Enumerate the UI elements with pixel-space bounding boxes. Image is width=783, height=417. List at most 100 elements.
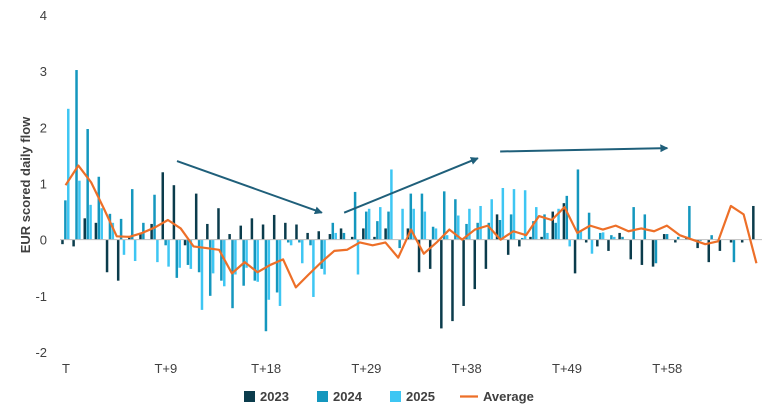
bar-2025	[445, 235, 449, 240]
y-tick-label: 3	[40, 64, 47, 79]
bar-2024	[387, 211, 390, 240]
bar-2023	[674, 239, 677, 243]
x-tick-label: T	[62, 361, 70, 376]
bar-2024	[643, 214, 647, 240]
bar-2023	[317, 231, 321, 240]
bar-2023	[495, 214, 499, 240]
bar-2024	[442, 191, 446, 240]
x-tick-label: T+9	[154, 361, 177, 376]
bar-series	[61, 70, 755, 332]
bar-2025	[167, 239, 170, 267]
bar-2023	[250, 218, 254, 240]
bar-2025	[535, 207, 538, 240]
legend-swatch	[317, 391, 328, 402]
bar-2025	[289, 239, 293, 246]
bar-2024	[376, 221, 379, 240]
bar-2025	[356, 239, 360, 275]
bar-2024	[331, 222, 335, 240]
y-axis-label: EUR scored daily flow	[18, 116, 33, 253]
bar-2023	[272, 214, 276, 240]
bar-2025	[133, 239, 137, 262]
trend-arrows	[176, 144, 669, 215]
bar-2023	[752, 205, 755, 240]
bar-2023	[295, 224, 298, 240]
bar-2025	[211, 239, 215, 274]
y-tick-label: 0	[40, 233, 47, 248]
trend-arrow	[343, 157, 479, 214]
bar-2024	[476, 222, 479, 240]
bar-2024	[153, 194, 156, 240]
bar-2023	[506, 239, 510, 255]
bar-2024	[286, 239, 290, 243]
bar-2025	[457, 215, 460, 240]
bar-2024	[532, 221, 535, 240]
bar-2024	[398, 239, 401, 249]
bar-2025	[390, 169, 393, 240]
bar-2023	[284, 222, 287, 240]
bar-2025	[67, 108, 70, 240]
bar-2024	[220, 239, 223, 281]
bar-2024	[197, 239, 201, 273]
bar-2024	[298, 239, 301, 243]
bar-2024	[75, 70, 78, 240]
bar-2025	[434, 228, 438, 240]
bar-2024	[164, 239, 167, 246]
bar-2024	[186, 239, 190, 265]
bar-2024	[364, 211, 368, 240]
bar-2024	[710, 235, 713, 240]
bar-2024	[576, 169, 580, 240]
legend-label: 2025	[406, 389, 435, 404]
bar-2024	[342, 232, 346, 240]
bar-2023	[72, 239, 75, 247]
bar-2023	[551, 211, 555, 240]
bar-2023	[417, 239, 421, 273]
bar-2023	[261, 224, 265, 240]
bar-2025	[312, 239, 315, 297]
bar-2025	[178, 239, 181, 268]
legend-label: 2024	[333, 389, 363, 404]
bar-2025	[401, 208, 404, 240]
x-tick-label: T+38	[452, 361, 482, 376]
y-tick-label: 4	[40, 8, 47, 23]
bar-2025	[89, 204, 92, 240]
bar-2023	[217, 208, 220, 240]
bar-2024	[676, 236, 680, 240]
bar-2023	[384, 228, 387, 240]
bar-2023	[61, 239, 64, 245]
bar-2023	[172, 185, 176, 240]
legend-swatch	[244, 391, 255, 402]
bar-2024	[119, 218, 123, 240]
bar-2023	[740, 239, 744, 243]
bar-2025	[590, 239, 594, 254]
bar-2024	[353, 191, 357, 240]
bar-2025	[278, 239, 282, 306]
bar-2025	[412, 208, 415, 240]
bar-2023	[484, 239, 488, 269]
bar-2023	[228, 234, 231, 240]
bar-2025	[122, 239, 126, 255]
y-tick-label: -1	[35, 289, 47, 304]
bar-2025	[223, 239, 226, 287]
trend-arrow	[176, 160, 323, 215]
bar-2023	[239, 225, 243, 240]
bar-2023	[306, 232, 309, 240]
legend-swatch	[390, 391, 401, 402]
x-tick-label: T+49	[552, 361, 582, 376]
bar-2023	[573, 239, 577, 274]
bar-2025	[234, 239, 237, 275]
bar-2025	[523, 190, 527, 240]
bar-2025	[200, 239, 204, 310]
bar-2024	[309, 239, 312, 246]
bar-2023	[339, 228, 343, 240]
bar-2023	[540, 236, 543, 240]
bar-2025	[379, 207, 382, 240]
bar-2024	[431, 226, 435, 240]
bar-2024	[108, 213, 112, 240]
bar-2023	[83, 218, 87, 240]
bar-2025	[111, 222, 115, 240]
bar-2024	[208, 239, 212, 296]
bar-2025	[423, 211, 427, 240]
bar-2023	[161, 172, 165, 240]
bar-2023	[362, 228, 365, 240]
